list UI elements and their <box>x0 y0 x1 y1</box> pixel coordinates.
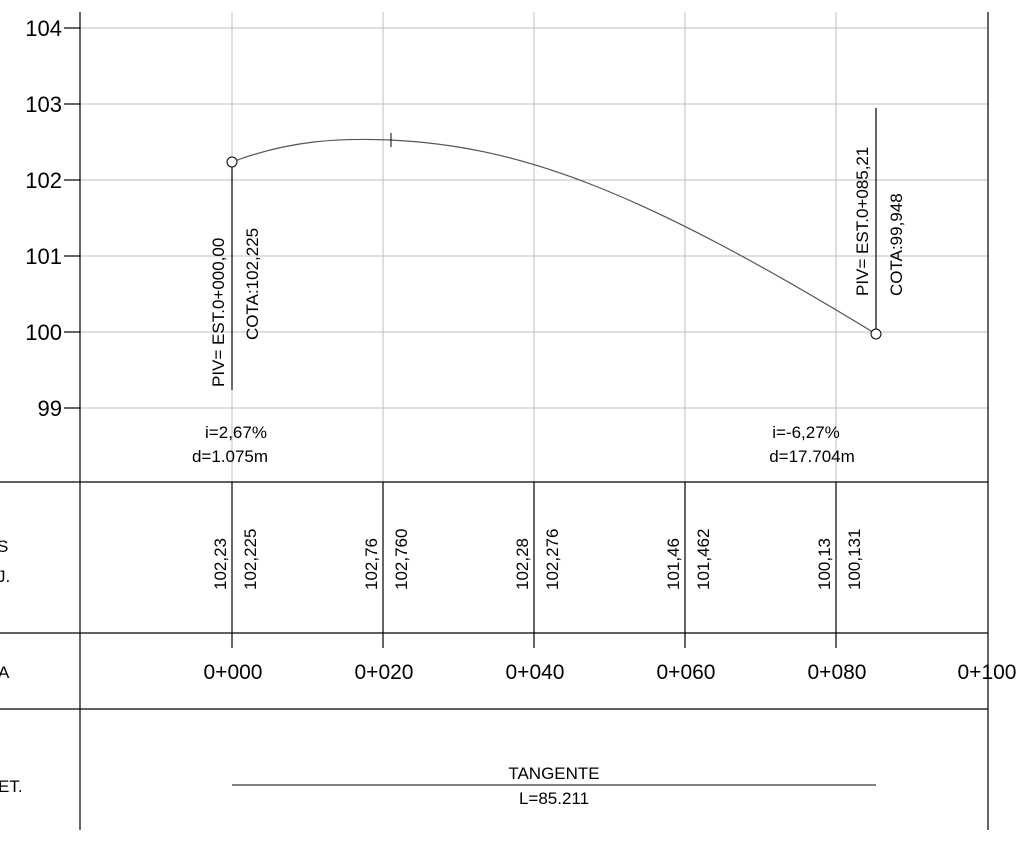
y-tick-label: 102 <box>25 168 62 193</box>
tangent-title: TANGENTE <box>508 764 599 783</box>
station-ticks <box>231 633 837 648</box>
station-label: 0+040 <box>506 661 565 684</box>
piv-start-marker <box>226 156 238 168</box>
cota-terreno: 102,28 <box>513 538 532 590</box>
piv-start-label: PIV= EST.0+000,00 <box>209 238 228 387</box>
cota-projeto: 100,131 <box>845 529 864 590</box>
cota-terreno: 101,46 <box>664 538 683 590</box>
row-label-cotas: S <box>0 537 8 556</box>
row-label-cotas: J. <box>0 567 10 586</box>
piv-end-marker <box>870 328 882 340</box>
cota-projeto: 102,276 <box>543 529 562 590</box>
slope-left-i: i=2,67% <box>205 423 267 442</box>
slope-right-i: i=-6,27% <box>772 423 840 442</box>
station-label: 0+060 <box>657 661 716 684</box>
cota-terreno: 102,76 <box>362 538 381 590</box>
slope-left-d: d=1.075m <box>192 447 268 466</box>
cota-terreno: 102,23 <box>211 538 230 590</box>
cota-projeto: 102,760 <box>392 529 411 590</box>
slope-right-d: d=17.704m <box>769 447 855 466</box>
y-tick-label: 104 <box>25 16 62 41</box>
cota-projeto: 102,225 <box>241 529 260 590</box>
row-label-estaca: A <box>0 663 10 682</box>
cota-projeto: 101,462 <box>694 529 713 590</box>
profile-curve <box>231 138 877 335</box>
piv-end-cota: COTA:99,948 <box>887 193 906 296</box>
y-tick-label: 101 <box>25 244 62 269</box>
tangent-length: L=85.211 <box>519 789 589 808</box>
station-label: 0+100 <box>958 661 1017 684</box>
station-label: 0+000 <box>204 661 263 684</box>
y-tick-label: 103 <box>25 92 62 117</box>
station-label: 0+080 <box>808 661 867 684</box>
y-axis-ticks <box>64 27 80 409</box>
cota-terreno: 100,13 <box>815 538 834 590</box>
cota-columns <box>231 482 837 633</box>
station-label: 0+020 <box>355 661 414 684</box>
piv-end-label: PIV= EST.0+085,21 <box>853 147 872 296</box>
y-tick-label: 100 <box>25 320 62 345</box>
piv-start-cota: COTA:102,225 <box>243 228 262 340</box>
table-frame <box>0 12 989 830</box>
profile-grid <box>80 12 988 482</box>
row-label-alinhamento: ET. <box>0 777 23 796</box>
y-tick-label: 99 <box>38 396 62 421</box>
